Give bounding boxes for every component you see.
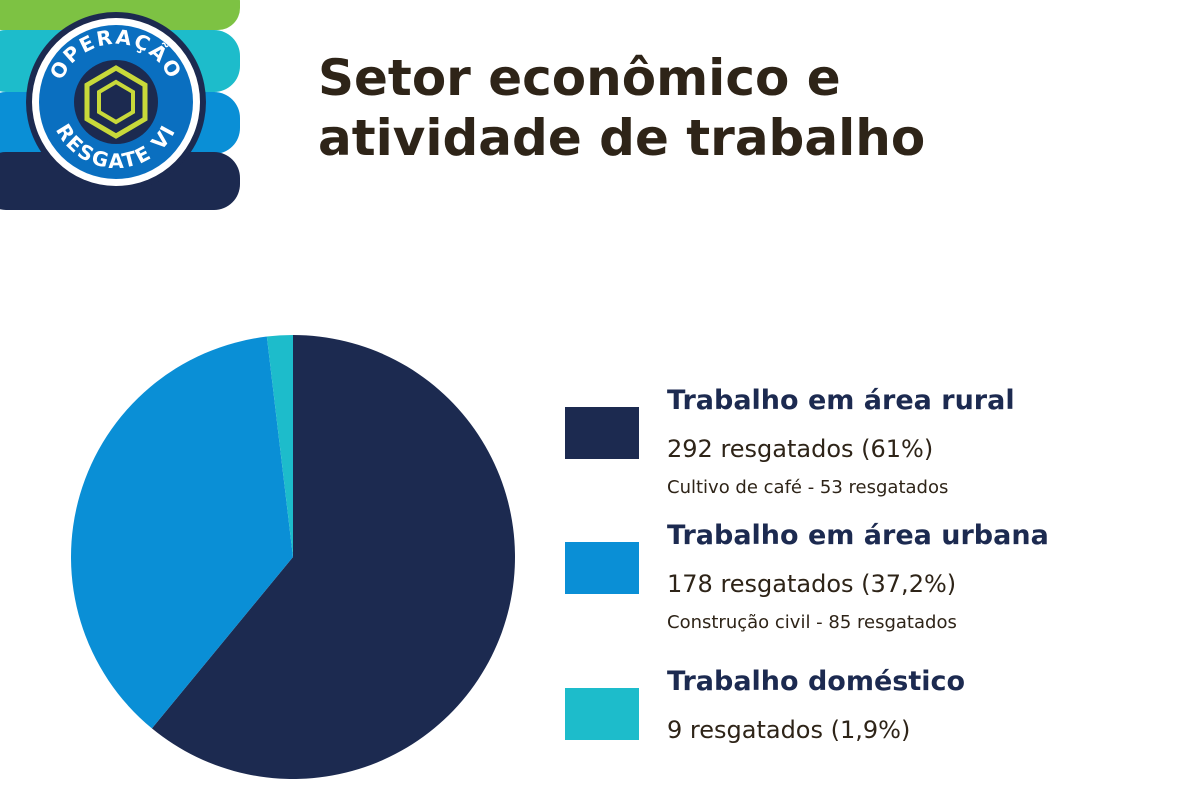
legend-swatch xyxy=(565,407,639,459)
note: Cultivo de café - 53 resgatados xyxy=(667,477,949,498)
pie-slice xyxy=(151,335,515,779)
pie-slice xyxy=(71,336,293,729)
note: Construção civil - 85 resgatados xyxy=(667,612,957,633)
value-label: 292 resgatados (61%) xyxy=(667,435,934,463)
pie-chart xyxy=(71,335,515,779)
value-label: 9 resgatados (1,9%) xyxy=(667,716,911,744)
legend-swatch xyxy=(565,542,639,594)
legend-label: Trabalho doméstico xyxy=(667,666,966,697)
legend-label: Trabalho em área rural xyxy=(667,385,1015,416)
legend-swatch xyxy=(565,688,639,740)
chart-title: Setor econômico e atividade de trabalho xyxy=(318,49,926,167)
legend-label: Trabalho em área urbana xyxy=(667,520,1049,551)
logo: OPERAÇÃO RESGATE VI xyxy=(0,0,240,210)
hexagon xyxy=(84,65,148,139)
pie-slice xyxy=(266,335,293,557)
value-label: 178 resgatados (37,2%) xyxy=(667,570,957,598)
hexagon xyxy=(97,79,135,125)
